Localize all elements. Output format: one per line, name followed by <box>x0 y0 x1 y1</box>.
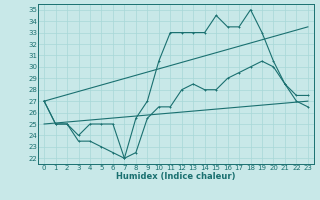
X-axis label: Humidex (Indice chaleur): Humidex (Indice chaleur) <box>116 172 236 181</box>
